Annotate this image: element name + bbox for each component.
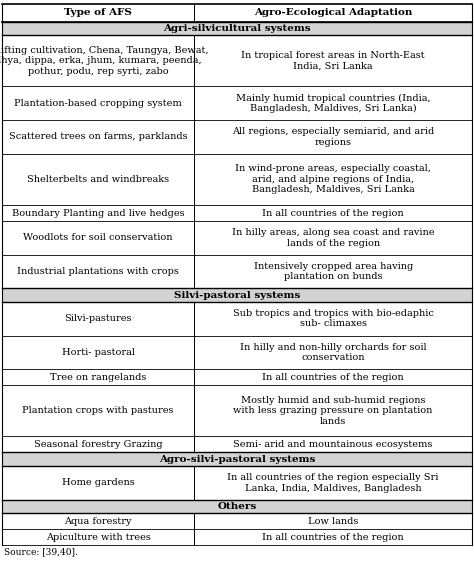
Text: Low lands: Low lands (308, 517, 358, 526)
Text: Apiculture with trees: Apiculture with trees (46, 533, 151, 542)
Text: Agro-Ecological Adaptation: Agro-Ecological Adaptation (254, 8, 412, 17)
Text: Shifting cultivation, Chena, Taungya, Bewat,
dhya, dippa, erka, jhum, kumara, pe: Shifting cultivation, Chena, Taungya, Be… (0, 46, 209, 76)
Text: Agri-silvicultural systems: Agri-silvicultural systems (163, 24, 311, 33)
Text: Others: Others (218, 502, 256, 511)
Text: Plantation crops with pastures: Plantation crops with pastures (22, 406, 174, 415)
Text: Plantation-based cropping system: Plantation-based cropping system (14, 99, 182, 108)
Bar (2, 302, 472, 336)
Text: Scattered trees on farms, parklands: Scattered trees on farms, parklands (9, 132, 188, 141)
Text: Mainly humid tropical countries (India,
Bangladesh, Maldives, Sri Lanka): Mainly humid tropical countries (India, … (236, 93, 430, 113)
Bar (2, 369, 472, 385)
Text: Horti- pastoral: Horti- pastoral (62, 348, 135, 357)
Text: In all countries of the region: In all countries of the region (262, 373, 404, 382)
Text: Source: [39,40].: Source: [39,40]. (4, 548, 78, 557)
Text: Seasonal forestry Grazing: Seasonal forestry Grazing (34, 440, 163, 449)
Text: In hilly and non-hilly orchards for soil
conservation: In hilly and non-hilly orchards for soil… (240, 343, 427, 362)
Text: Home gardens: Home gardens (62, 479, 135, 488)
Text: Sub tropics and tropics with bio-edaphic
sub- climaxes: Sub tropics and tropics with bio-edaphic… (233, 309, 434, 328)
Bar (2, 436, 472, 453)
Text: Boundary Planting and live hedges: Boundary Planting and live hedges (12, 208, 184, 217)
Text: In all countries of the region: In all countries of the region (262, 533, 404, 542)
Bar (2, 500, 472, 513)
Bar (2, 4, 472, 21)
Bar (2, 21, 472, 35)
Bar (2, 288, 472, 302)
Text: Type of AFS: Type of AFS (64, 8, 132, 17)
Text: Tree on rangelands: Tree on rangelands (50, 373, 146, 382)
Text: In wind-prone areas, especially coastal,
arid, and alpine regions of India,
Bang: In wind-prone areas, especially coastal,… (235, 164, 431, 194)
Text: In all countries of the region especially Sri
Lanka, India, Maldives, Bangladesh: In all countries of the region especiall… (228, 473, 439, 493)
Text: Shelterbelts and windbreaks: Shelterbelts and windbreaks (27, 175, 169, 184)
Bar (2, 453, 472, 466)
Text: In hilly areas, along sea coast and ravine
lands of the region: In hilly areas, along sea coast and ravi… (232, 228, 434, 248)
Text: In tropical forest areas in North-East
India, Sri Lanka: In tropical forest areas in North-East I… (241, 51, 425, 70)
Text: Mostly humid and sub-humid regions
with less grazing pressure on plantation
land: Mostly humid and sub-humid regions with … (234, 396, 433, 426)
Text: Silvi-pastures: Silvi-pastures (64, 314, 132, 323)
Text: Semi- arid and mountainous ecosystems: Semi- arid and mountainous ecosystems (234, 440, 433, 449)
Bar (2, 87, 472, 120)
Bar (2, 35, 472, 87)
Bar (2, 205, 472, 221)
Text: Intensively cropped area having
plantation on bunds: Intensively cropped area having plantati… (254, 262, 413, 281)
Bar (2, 254, 472, 288)
Bar (2, 513, 472, 529)
Bar (2, 466, 472, 500)
Text: Industrial plantations with crops: Industrial plantations with crops (17, 267, 179, 276)
Text: Silvi-pastoral systems: Silvi-pastoral systems (174, 291, 300, 300)
Bar (2, 529, 472, 546)
Text: Woodlots for soil conservation: Woodlots for soil conservation (23, 233, 173, 242)
Text: Aqua forestry: Aqua forestry (64, 517, 132, 526)
Text: In all countries of the region: In all countries of the region (262, 208, 404, 217)
Bar (2, 385, 472, 436)
Text: Agro-silvi-pastoral systems: Agro-silvi-pastoral systems (159, 455, 315, 464)
Bar (2, 154, 472, 205)
Bar (2, 120, 472, 154)
Text: All regions, especially semiarid, and arid
regions: All regions, especially semiarid, and ar… (232, 127, 434, 146)
Bar (2, 336, 472, 369)
Bar (2, 221, 472, 254)
